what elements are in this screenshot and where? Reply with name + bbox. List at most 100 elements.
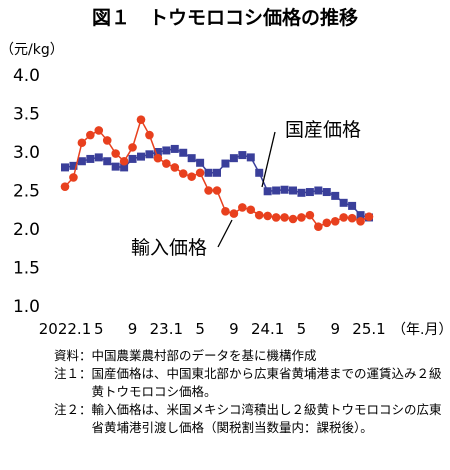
domestic-price-marker	[111, 162, 120, 171]
import-price-marker	[221, 206, 230, 216]
x-tick-label: 5	[297, 320, 307, 338]
x-tick-label: 24.1	[251, 320, 284, 338]
y-axis-unit-label: （元/kg）	[0, 42, 64, 58]
note-label: 注１：	[54, 366, 92, 381]
domestic-price-marker	[162, 146, 171, 155]
note-label: 注２：	[54, 402, 92, 417]
import-price-marker	[229, 209, 239, 218]
y-tick-label: 1.5	[13, 259, 40, 279]
import-price-marker	[162, 159, 171, 168]
domestic-price-marker	[322, 188, 331, 197]
domestic-price-marker	[69, 161, 78, 170]
import-price-marker	[111, 149, 120, 158]
import-price-marker	[330, 217, 340, 226]
domestic-price-marker	[179, 148, 188, 157]
domestic-price-marker	[339, 198, 348, 207]
domestic-price-marker	[221, 159, 230, 168]
domestic-price-annotation: 国産価格	[285, 119, 361, 141]
import-price-marker	[271, 213, 281, 222]
x-axis-unit-label: （年.月）	[392, 322, 450, 338]
import-price-marker	[94, 126, 104, 135]
domestic-price-marker	[145, 150, 154, 159]
x-tick-label: 2022.1	[39, 320, 92, 338]
domestic-price-marker	[246, 153, 255, 162]
domestic-price-marker	[297, 188, 306, 197]
import-price-marker	[187, 172, 196, 181]
x-tick-label: 25.1	[352, 320, 385, 338]
import-price-marker	[263, 211, 272, 221]
domestic-price-marker	[238, 151, 247, 160]
import-price-marker	[128, 143, 137, 152]
domestic-price-marker	[187, 154, 196, 163]
import-price-marker	[86, 130, 95, 140]
domestic-price-marker	[196, 158, 205, 167]
y-tick-label: 4.0	[13, 66, 40, 86]
domestic-price-marker	[289, 186, 297, 195]
domestic-price-marker	[213, 168, 221, 177]
line-chart: （元/kg） 1.01.52.02.53.03.54.0 2022.1 5 9 23.…	[0, 42, 450, 338]
domestic-price-marker	[229, 154, 238, 163]
domestic-price-marker	[331, 191, 340, 200]
import-price-marker	[153, 153, 163, 163]
domestic-price-marker	[305, 188, 314, 197]
import-price-marker	[297, 213, 306, 222]
import-price-marker	[212, 186, 222, 195]
note-2: 注２： 輸入価格は、米国メキシコ湾積出し２級黄トウモロコシの広東省黄埔港引渡し価…	[54, 401, 446, 437]
domestic-price-marker	[263, 187, 272, 196]
y-tick-label: 3.5	[13, 105, 40, 125]
import-price-marker	[204, 186, 213, 195]
y-tick-label: 2.5	[13, 182, 40, 202]
import-price-marker	[170, 163, 180, 172]
import-price-marker	[145, 130, 154, 140]
domestic-price-marker	[255, 168, 264, 177]
import-price-marker	[69, 173, 78, 182]
import-price-marker	[339, 213, 348, 222]
domestic-price-marker	[103, 157, 112, 166]
import-price-marker	[347, 213, 357, 223]
notes-block: 資料： 中国農業農村部のデータを基に機構作成 注１： 国産価格は、中国東北部から…	[54, 347, 446, 437]
domestic-price-marker	[153, 148, 162, 156]
x-tick-label: 23.1	[150, 320, 183, 338]
x-tick-label: 9	[229, 320, 239, 338]
import-price-marker	[238, 203, 247, 212]
note-text: 輸入価格は、米国メキシコ湾積出し２級黄トウモロコシの広東省黄埔港引渡し価格（関税…	[91, 402, 442, 435]
x-tick-label: 5	[94, 320, 104, 338]
import-price-marker	[356, 217, 365, 226]
import-price-marker	[195, 168, 205, 178]
domestic-price-marker	[314, 186, 323, 195]
import-price-marker	[288, 214, 298, 224]
domestic-price-marker	[348, 201, 357, 210]
x-tick-label: 5	[195, 320, 205, 338]
import-price-marker	[364, 212, 374, 221]
domestic-price-marker	[77, 157, 86, 166]
import-price-annotation: 輸入価格	[131, 237, 207, 259]
import-price-marker	[280, 213, 289, 222]
domestic-price-marker	[272, 186, 281, 195]
domestic-price-marker	[61, 163, 69, 172]
x-tick-label: 9	[128, 320, 138, 338]
y-tick-label: 1.0	[13, 297, 40, 317]
domestic-price-marker	[120, 163, 129, 172]
domestic-price-marker	[94, 153, 103, 162]
note-1: 注１： 国産価格は、中国東北部から広東省黄埔港までの運賃込み２級黄トウモロコシ価…	[54, 365, 446, 401]
source-note: 資料： 中国農業農村部のデータを基に機構作成	[54, 347, 446, 365]
import-price-marker	[305, 210, 315, 220]
import-price-marker	[60, 182, 70, 191]
note-text: 中国農業農村部のデータを基に機構作成	[91, 348, 317, 363]
import-price-marker	[136, 115, 146, 124]
domestic-price-marker	[204, 168, 213, 177]
domestic-price-marker	[356, 211, 365, 220]
import-price-marker	[77, 138, 87, 148]
import-price-marker	[314, 222, 323, 231]
note-text: 国産価格は、中国東北部から広東省黄埔港までの運賃込み２級黄トウモロコシ価格。	[91, 366, 442, 399]
chart-title: 図１ トウモロコシ価格の推移	[91, 7, 358, 29]
import-price-marker	[254, 210, 264, 220]
note-label: 資料：	[54, 348, 92, 363]
import-price-marker	[102, 136, 112, 145]
x-tick-label: 9	[330, 320, 340, 338]
domestic-price-marker	[86, 154, 95, 163]
y-tick-label: 2.0	[13, 220, 40, 240]
domestic-price-marker	[137, 152, 145, 161]
import-price-marker	[119, 156, 129, 166]
domestic-price-marker	[280, 185, 289, 194]
